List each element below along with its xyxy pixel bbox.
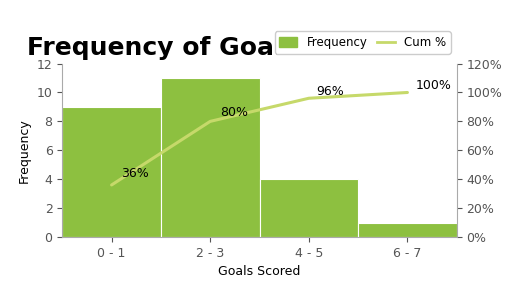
Text: 80%: 80%	[220, 105, 248, 118]
Text: 100%: 100%	[415, 79, 451, 92]
Bar	[260, 179, 358, 237]
X-axis label: Goals Scored: Goals Scored	[218, 265, 301, 278]
Bar	[62, 107, 161, 237]
Text: Frequency of Goals Scored: Frequency of Goals Scored	[27, 36, 403, 60]
Text: 36%: 36%	[121, 167, 149, 180]
Y-axis label: Frequency: Frequency	[18, 118, 31, 183]
Bar	[161, 78, 260, 237]
Legend: Frequency, Cum %: Frequency, Cum %	[275, 31, 451, 54]
Bar	[358, 223, 457, 237]
Text: 96%: 96%	[317, 85, 345, 98]
